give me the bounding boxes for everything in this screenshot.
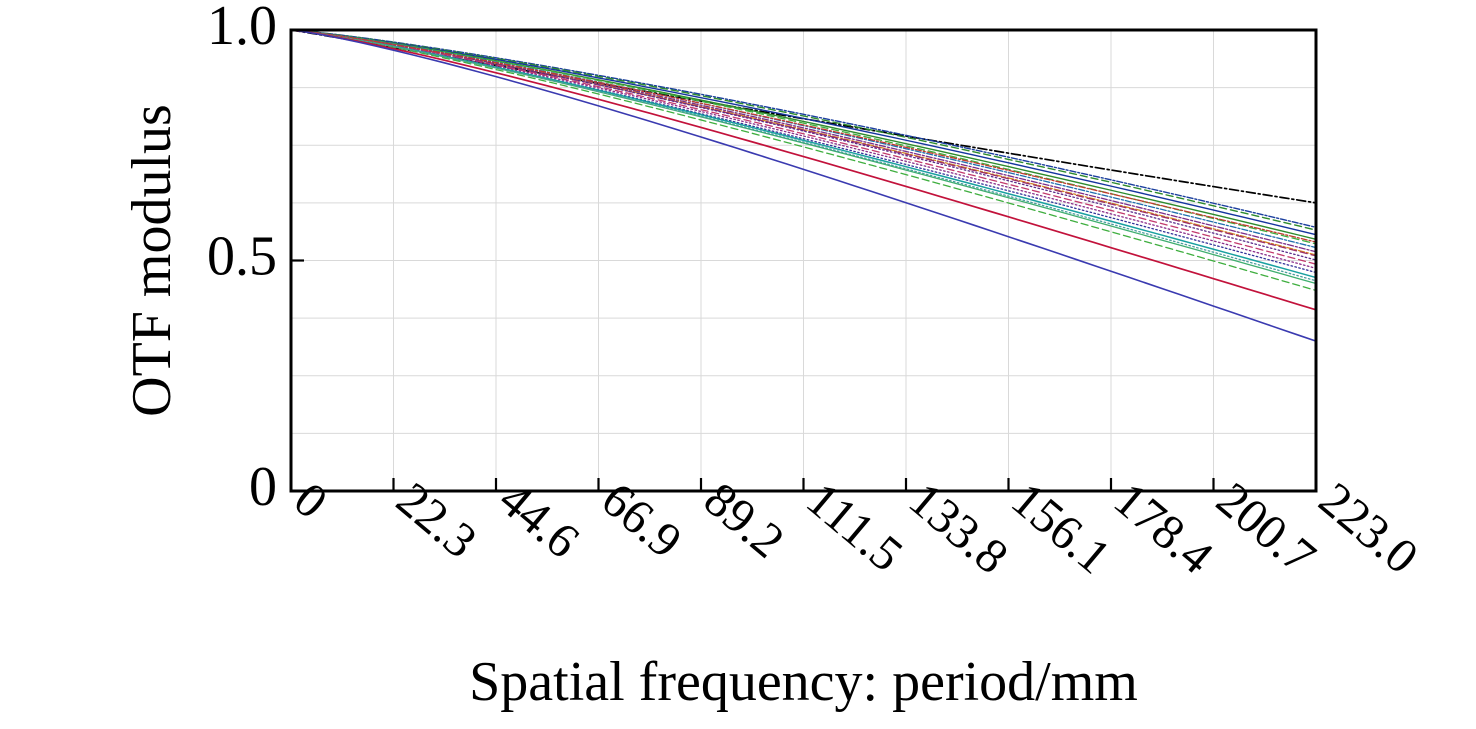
svg-text:OTF modulus: OTF modulus — [121, 104, 183, 417]
svg-text:1.0: 1.0 — [207, 0, 277, 57]
svg-text:0.5: 0.5 — [207, 226, 277, 288]
svg-text:0: 0 — [249, 456, 277, 518]
svg-text:Spatial frequency: period/mm: Spatial frequency: period/mm — [469, 651, 1138, 713]
